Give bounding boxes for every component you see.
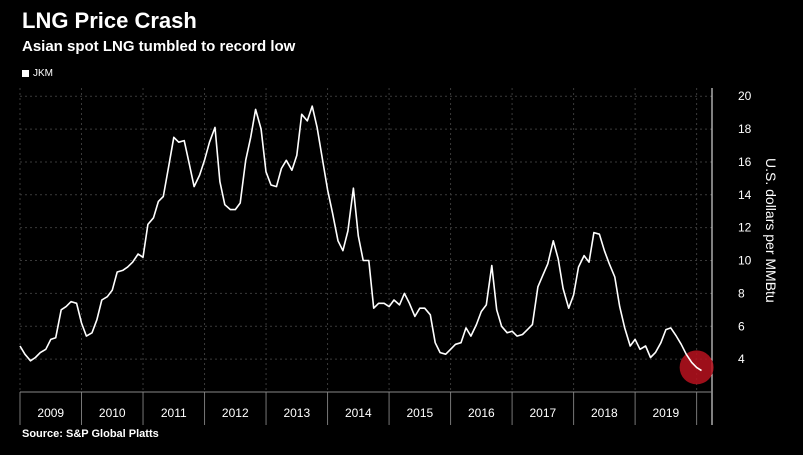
x-tick-label: 2013 [283, 406, 310, 420]
y-tick-label: 14 [738, 188, 752, 202]
x-tick-label: 2011 [161, 406, 187, 420]
x-tick-label: 2014 [345, 406, 372, 420]
x-tick-label: 2017 [529, 406, 556, 420]
x-tick-label: 2019 [653, 406, 680, 420]
x-tick-label: 2018 [591, 406, 618, 420]
y-tick-label: 10 [738, 254, 752, 268]
x-tick-label: 2010 [99, 406, 126, 420]
legend-swatch [22, 70, 29, 77]
y-tick-label: 18 [738, 122, 752, 136]
y-axis-label: U.S. dollars per MMBtu [763, 158, 779, 303]
legend: JKM [22, 68, 53, 79]
series-line-jkm [19, 105, 702, 372]
y-tick-label: 8 [738, 286, 745, 300]
y-tick-label: 12 [738, 221, 752, 235]
x-tick-label: 2015 [406, 406, 433, 420]
chart-title: LNG Price Crash [22, 8, 197, 33]
y-tick-label: 6 [738, 319, 745, 333]
x-tick-label: 2016 [468, 406, 495, 420]
y-tick-label: 4 [738, 352, 745, 366]
y-tick-label: 16 [738, 155, 752, 169]
source-note: Source: S&P Global Platts [22, 428, 159, 440]
chart-subtitle: Asian spot LNG tumbled to record low [22, 38, 296, 55]
legend-label: JKM [33, 68, 53, 79]
x-tick-label: 2012 [222, 406, 249, 420]
y-tick-label: 20 [738, 89, 752, 103]
x-tick-label: 2009 [37, 406, 64, 420]
